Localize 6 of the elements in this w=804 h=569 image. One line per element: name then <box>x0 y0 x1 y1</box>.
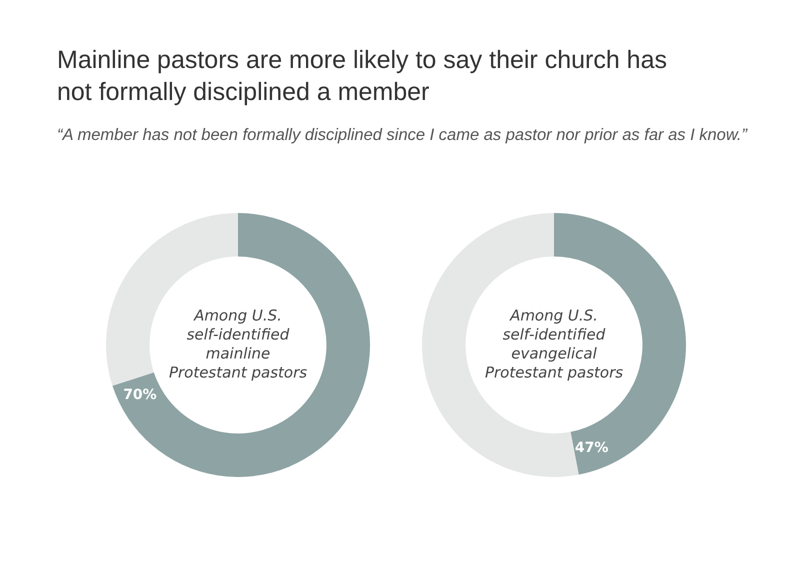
text: Among U.S. self-identified evangelical Protestant pastors <box>484 306 624 382</box>
text: Among U.S. self-identified mainline Protestant pastors <box>168 306 308 382</box>
data-label: 70% <box>123 386 157 403</box>
chart-subtitle: “A member has not been formally disciplined since I came as pastor nor prior as far as I know.” <box>57 125 748 146</box>
data-label: 47% <box>574 440 608 456</box>
chart-title: Mainline pastors are more likely to say their church has not formally disciplined a member <box>57 45 668 108</box>
